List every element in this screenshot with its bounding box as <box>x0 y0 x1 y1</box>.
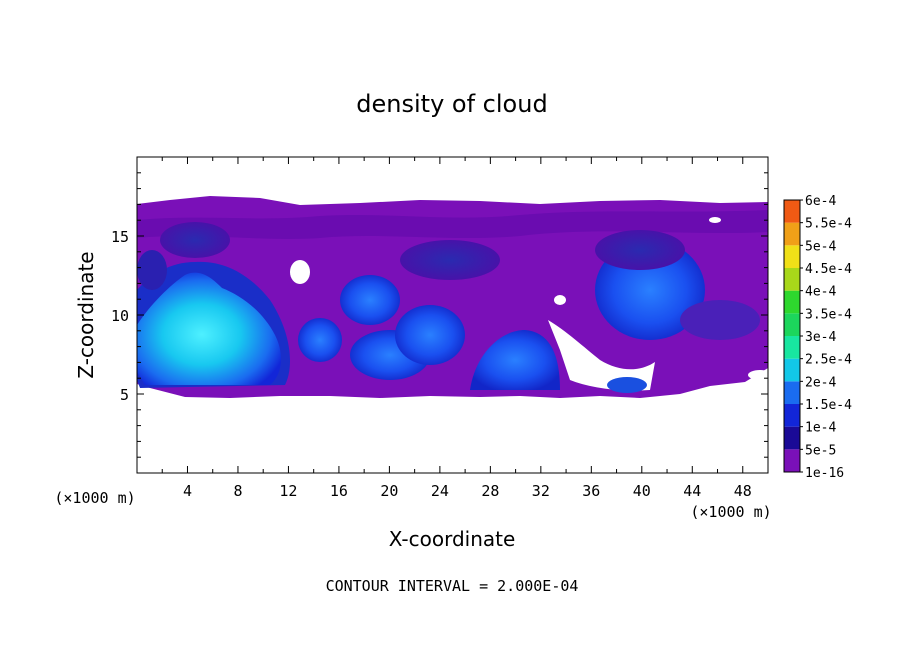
colorbar-label: 6e-4 <box>805 194 836 209</box>
x-tick-label: 24 <box>431 482 449 500</box>
cloud-cell-west-core <box>137 272 282 385</box>
y-axis-ticks: 5 10 15 <box>111 172 768 458</box>
x-unit-label: (×1000 m) <box>690 503 771 521</box>
x-tick-label: 12 <box>279 482 297 500</box>
x-tick-label: 36 <box>582 482 600 500</box>
colorbar-swatch <box>784 426 800 450</box>
cloud-envelope-dark-band <box>137 210 768 239</box>
x-axis-label: X-coordinate <box>389 527 516 551</box>
x-tick-label: 16 <box>330 482 348 500</box>
colorbar-swatch <box>784 449 800 472</box>
colorbar-swatch <box>784 222 800 246</box>
chart-title: density of cloud <box>356 90 547 118</box>
colorbar-swatch <box>784 313 800 336</box>
y-tick-label: 5 <box>120 386 129 404</box>
x-tick-label: 8 <box>233 482 242 500</box>
colorbar-swatch <box>784 381 800 404</box>
cloud-cell-4 <box>395 305 465 365</box>
colorbar-label: 5e-4 <box>805 239 836 254</box>
colorbar-swatch <box>784 200 800 223</box>
cloud-cell-10 <box>137 250 167 290</box>
colorbar-label: 4.5e-4 <box>805 262 852 277</box>
colorbar-swatch <box>784 358 800 382</box>
colorbar-swatch <box>784 336 800 359</box>
cloud-cell-7-upper <box>595 230 685 270</box>
x-tick-label: 4 <box>183 482 192 500</box>
x-axis-ticks: 4 8 12 16 20 24 28 32 36 40 44 48 <box>161 157 752 500</box>
colorbar-swatch <box>784 268 800 291</box>
cloud-cell-2 <box>340 275 400 325</box>
x-tick-label: 44 <box>683 482 701 500</box>
y-axis-label: Z-coordinate <box>74 251 98 378</box>
colorbar: 1e-16 5e-5 1e-4 1.5e-4 2e-4 2.5e-4 3e-4 3.5e-4 4… <box>783 194 852 481</box>
cloud-cell-1 <box>298 318 342 362</box>
colorbar-label: 3e-4 <box>805 330 836 345</box>
y-tick-label: 15 <box>111 228 129 246</box>
colorbar-label: 4e-4 <box>805 285 836 300</box>
cloud-field <box>137 196 768 398</box>
cloud-cell-6 <box>470 330 560 390</box>
x-tick-label: 20 <box>380 482 398 500</box>
y-unit-label: (×1000 m) <box>54 489 135 507</box>
x-tick-label: 32 <box>532 482 550 500</box>
colorbar-label: 3.5e-4 <box>805 307 852 322</box>
colorbar-label: 2e-4 <box>805 375 836 390</box>
x-tick-label: 40 <box>633 482 651 500</box>
colorbar-swatch <box>784 245 800 268</box>
cloud-cell-8 <box>607 377 647 393</box>
colorbar-label: 1e-16 <box>805 466 844 481</box>
cloud-cell-9 <box>680 300 760 340</box>
cloud-cell-5 <box>400 240 500 280</box>
y-tick-label: 10 <box>111 307 129 325</box>
colorbar-swatch <box>784 290 800 314</box>
cloud-cells <box>137 222 760 393</box>
colorbar-label: 2.5e-4 <box>805 353 852 368</box>
contour-interval-footer: CONTOUR INTERVAL = 2.000E-04 <box>326 577 579 595</box>
colorbar-label: 1e-4 <box>805 421 836 436</box>
x-tick-label: 48 <box>734 482 752 500</box>
cloud-cell-west-upper <box>160 222 230 258</box>
colorbar-label: 5e-5 <box>805 443 836 458</box>
colorbar-label: 5.5e-4 <box>805 217 852 232</box>
colorbar-swatch <box>784 404 800 427</box>
x-tick-label: 28 <box>481 482 499 500</box>
colorbar-label: 1.5e-4 <box>805 398 852 413</box>
